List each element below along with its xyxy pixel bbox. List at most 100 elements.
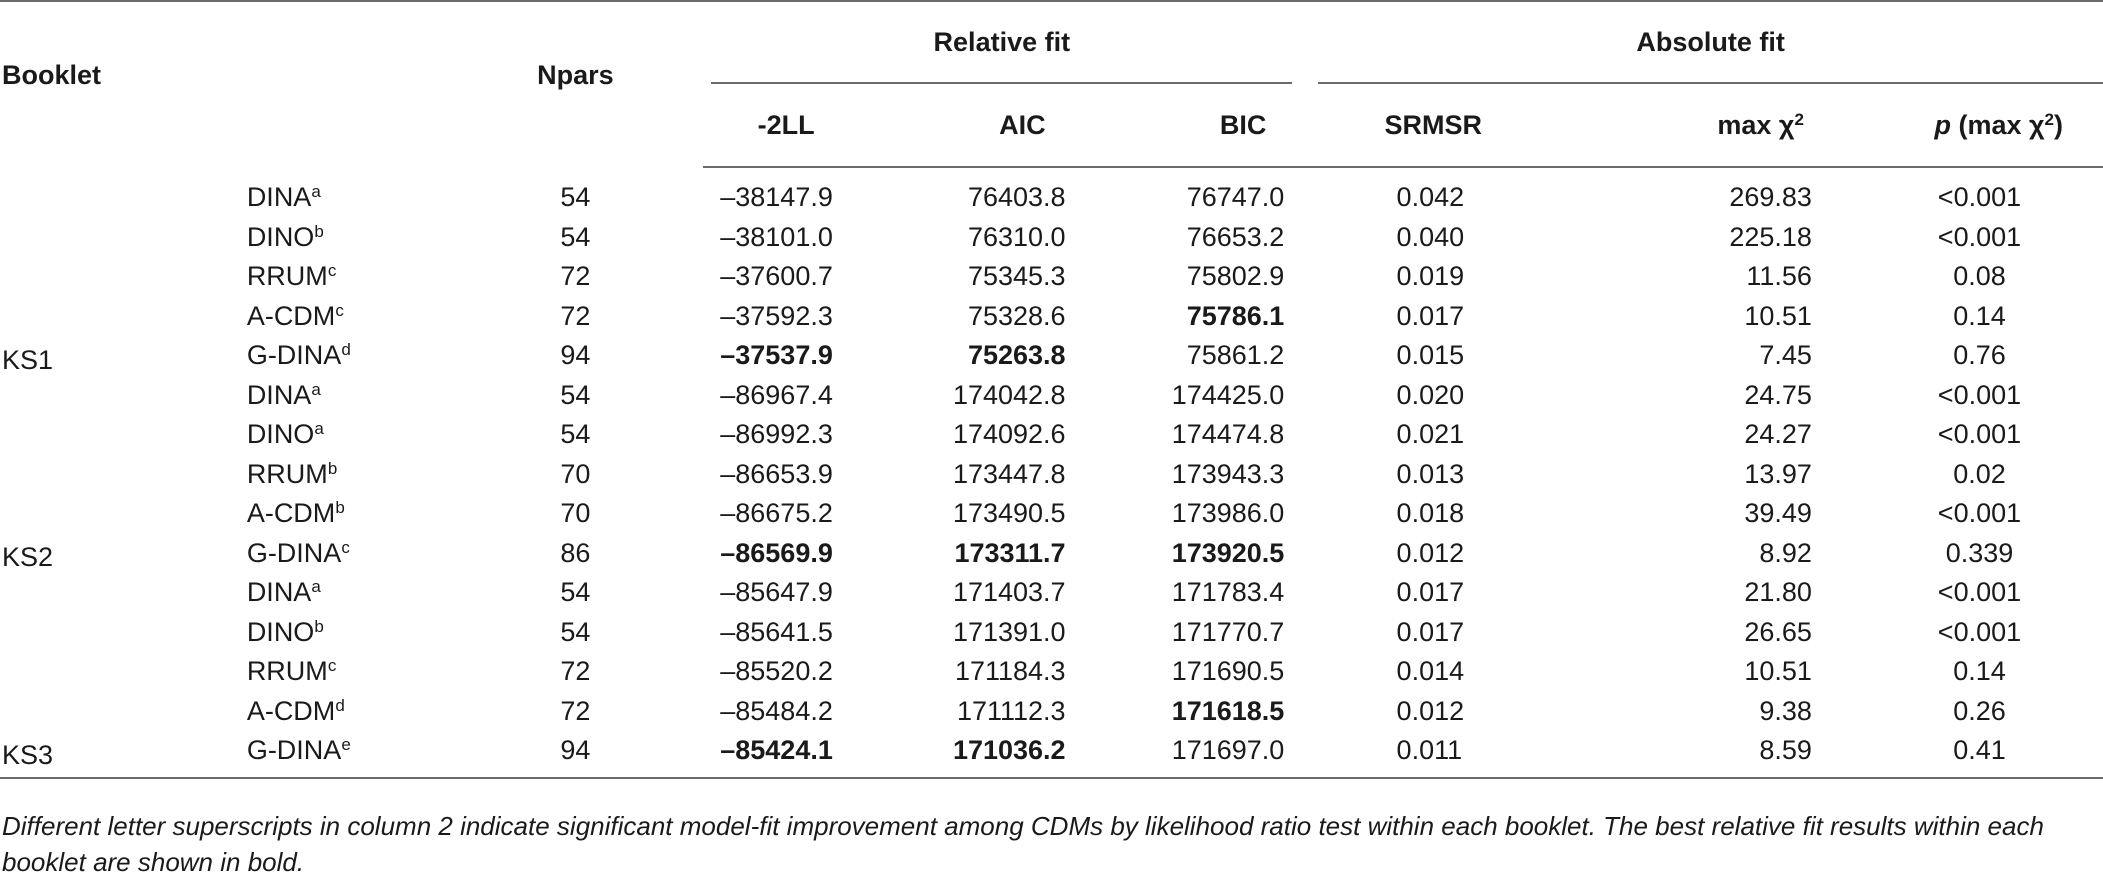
cdm-superscript: d	[341, 340, 351, 360]
srmsr-cell: 0.021	[1396, 419, 1465, 450]
header-cdm-spacer	[247, 2, 448, 167]
npars-cell: 70	[560, 498, 591, 529]
header-relative-fit: Relative fit	[703, 2, 1314, 84]
p-sup: 2	[2044, 109, 2054, 129]
bic-cell: 174425.0	[1171, 379, 1285, 410]
header-booklet: Booklet	[2, 60, 102, 90]
p-value-cell: 0.26	[1953, 695, 2006, 726]
srmsr-cell: 0.011	[1384, 731, 1604, 779]
npars-cell: 54	[560, 379, 591, 410]
gap-cell	[1314, 692, 1384, 732]
cdm-cell: A-CDMd	[247, 692, 448, 732]
max-chi2-cell: 11.56	[1746, 261, 1812, 292]
aic-cell: 171403.7	[952, 577, 1066, 608]
cdm-superscript: c	[327, 656, 337, 676]
aic-cell: 171184.3	[954, 656, 1066, 687]
cdm-superscript: d	[335, 695, 345, 715]
aic-cell: 173490.5	[952, 498, 1066, 529]
bic-cell: 171618.5	[1171, 695, 1285, 726]
max-chi2-cell: 21.80	[1744, 577, 1812, 608]
cdm-cell: DINOa	[247, 415, 448, 455]
table-row: KS2 G-DINAc 86 –86569.9 173311.7 173920.5 0.01…	[0, 534, 2103, 574]
cdm-cell: A-CDMc	[247, 297, 448, 337]
max-chi2-cell: 26.65	[1744, 616, 1812, 647]
max-chi2-text: max χ	[1717, 109, 1795, 140]
cdm-cell: DINOb	[247, 613, 448, 653]
max-chi2-cell: 269.83	[1729, 182, 1812, 213]
npars-cell: 86	[560, 537, 591, 568]
header-bic: BIC	[1087, 84, 1315, 168]
cdm-superscript: e	[341, 735, 351, 755]
header-absolute-fit: Absolute fit	[1314, 2, 2103, 84]
table-row: DINAa 54 –38147.9 76403.8 76747.0 0.042 269.83…	[0, 167, 2103, 218]
header-npars: Npars	[537, 60, 614, 90]
table-row: DINAa 54 –85647.9 171403.7 171783.4 0.017 21.8…	[0, 573, 2103, 613]
cdm-superscript: b	[335, 498, 345, 518]
aic-cell: 75263.8	[967, 340, 1066, 371]
npars-cell: 54	[560, 419, 591, 450]
booklet-cell	[0, 167, 247, 218]
cdm-cell: DINAa	[247, 167, 448, 218]
p-value-cell: <0.001	[1937, 616, 2022, 647]
gap-cell	[1314, 257, 1384, 297]
aic-cell: 174042.8	[952, 379, 1066, 410]
gap-cell	[1314, 297, 1384, 337]
table-footnote: Different letter superscripts in column …	[2, 811, 2044, 877]
cdm-name: DINO	[246, 419, 315, 450]
cdm-cell: G-DINAc	[247, 534, 448, 574]
table-row: A-CDMc 72 –37592.3 75328.6 75786.1 0.017 10.51…	[0, 297, 2103, 337]
cdm-name: A-CDM	[246, 498, 336, 529]
table-row: KS1 G-DINAd 94 –37537.9 75263.8 75861.2 0.015 7…	[0, 336, 2103, 376]
cdm-superscript: c	[327, 261, 337, 281]
booklet-cell	[0, 692, 247, 732]
p-value-cell: <0.001	[1937, 577, 2022, 608]
bic-cell: 76747.0	[1186, 182, 1285, 213]
srmsr-cell: 0.014	[1396, 656, 1465, 687]
gap-cell	[1314, 494, 1384, 534]
booklet-cell	[0, 573, 247, 613]
p-italic: p	[1934, 109, 1951, 140]
max-chi2-cell: 13.97	[1744, 458, 1812, 489]
neg2ll-cell: –37592.3	[720, 300, 833, 331]
srmsr-cell: 0.020	[1396, 379, 1465, 410]
max-chi2-cell: 7.45	[1759, 340, 1812, 371]
p-value-cell: 0.08	[1953, 261, 2006, 292]
srmsr-cell: 0.018	[1396, 498, 1465, 529]
neg2ll-cell: –38147.9	[720, 182, 833, 213]
gap-cell	[1314, 534, 1384, 574]
absolute-fit-label: Absolute fit	[1318, 2, 2103, 84]
srmsr-cell: 0.017	[1396, 300, 1465, 331]
aic-cell: 173311.7	[954, 537, 1066, 568]
npars-cell: 54	[560, 577, 591, 608]
gap-cell	[1314, 652, 1384, 692]
booklet-cell	[0, 297, 247, 337]
cdm-superscript: b	[314, 221, 324, 241]
srmsr-cell: 0.040	[1396, 221, 1465, 252]
neg2ll-cell: –85641.5	[720, 616, 833, 647]
model-fit-table: Booklet Npars Relative fit Absolute fit …	[0, 0, 2103, 779]
header-srmsr: SRMSR	[1384, 84, 1604, 168]
gap-cell	[1314, 218, 1384, 258]
table-row: RRUMc 72 –85520.2 171184.3 171690.5 0.014 10.5…	[0, 652, 2103, 692]
cdm-cell: DINAa	[247, 573, 448, 613]
max-chi2-cell: 24.27	[1744, 419, 1812, 450]
max-chi2-cell: 225.18	[1729, 221, 1812, 252]
p-value-cell: 0.339	[1945, 537, 2014, 568]
neg2ll-cell: –85647.9	[720, 577, 833, 608]
cdm-superscript: b	[314, 616, 324, 636]
npars-cell: 72	[560, 300, 591, 331]
aic-cell: 76310.0	[967, 221, 1066, 252]
npars-cell: 72	[560, 261, 591, 292]
p-value-cell: 0.76	[1953, 340, 2006, 371]
p-value-cell: 0.02	[1953, 458, 2006, 489]
table-body: DINAa 54 –38147.9 76403.8 76747.0 0.042 269.83…	[0, 167, 2103, 779]
bic-cell: 173943.3	[1171, 458, 1285, 489]
cdm-cell: G-DINAd	[247, 336, 448, 376]
cdm-name: RRUM	[246, 261, 328, 292]
table-row: DINOb 54 –38101.0 76310.0 76653.2 0.040 225.18…	[0, 218, 2103, 258]
neg2ll-cell: –86653.9	[720, 458, 833, 489]
npars-cell: 54	[560, 616, 591, 647]
booklet-cell	[0, 613, 247, 653]
max-chi2-cell: 10.51	[1744, 656, 1812, 687]
cdm-superscript: b	[327, 458, 338, 478]
